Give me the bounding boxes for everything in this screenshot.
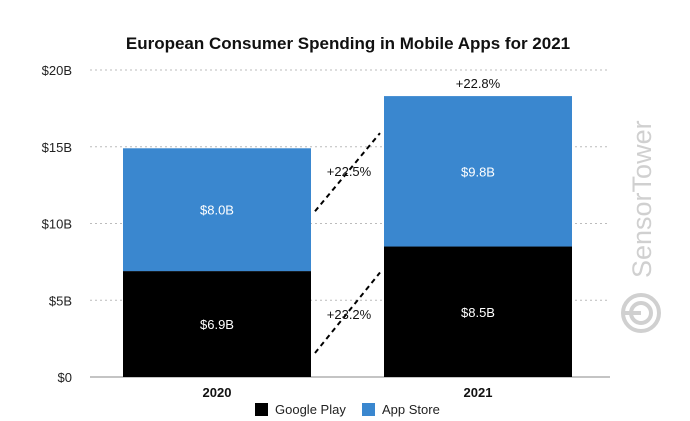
x-tick-label: 2021 xyxy=(464,385,493,400)
x-axis-ticks: 2020 2021 xyxy=(203,385,493,400)
watermark-word-tower: Tower xyxy=(627,120,657,192)
google-play-growth-label: +23.2% xyxy=(327,307,372,322)
legend-swatch xyxy=(362,403,375,416)
y-tick-label: $20B xyxy=(42,63,72,78)
bar-app-store xyxy=(384,96,572,247)
bar-google-play xyxy=(123,271,311,377)
growth-connectors xyxy=(314,132,381,354)
y-tick-label: $0 xyxy=(58,370,72,385)
bar-value-label: $8.0B xyxy=(200,203,234,218)
watermark-word-sensor: Sensor xyxy=(627,192,657,278)
legend: Google Play App Store xyxy=(255,402,440,417)
chart-title: European Consumer Spending in Mobile App… xyxy=(126,34,570,53)
bar-google-play xyxy=(384,246,572,377)
bar-value-label: $8.5B xyxy=(461,305,495,320)
bar-app-store xyxy=(123,148,311,272)
y-tick-label: $15B xyxy=(42,140,72,155)
y-axis-ticks: $0 $5B $10B $15B $20B xyxy=(42,63,72,385)
legend-swatch xyxy=(255,403,268,416)
bar-value-label: $9.8B xyxy=(461,164,495,179)
svg-text:SensorTower: SensorTower xyxy=(627,120,657,278)
x-tick-label: 2020 xyxy=(203,385,232,400)
app-store-growth-label: +22.5% xyxy=(327,164,372,179)
bars: $6.9B $8.0B $8.5B $9.8B xyxy=(123,96,572,377)
total-growth-label: +22.8% xyxy=(456,76,501,91)
y-tick-label: $10B xyxy=(42,217,72,232)
sensortower-logo-icon xyxy=(621,293,661,333)
y-tick-label: $5B xyxy=(49,293,72,308)
legend-label: Google Play xyxy=(275,402,346,417)
bar-value-label: $6.9B xyxy=(200,317,234,332)
growth-connector xyxy=(314,132,381,212)
legend-label: App Store xyxy=(382,402,440,417)
sensortower-watermark: SensorTower xyxy=(621,120,661,333)
